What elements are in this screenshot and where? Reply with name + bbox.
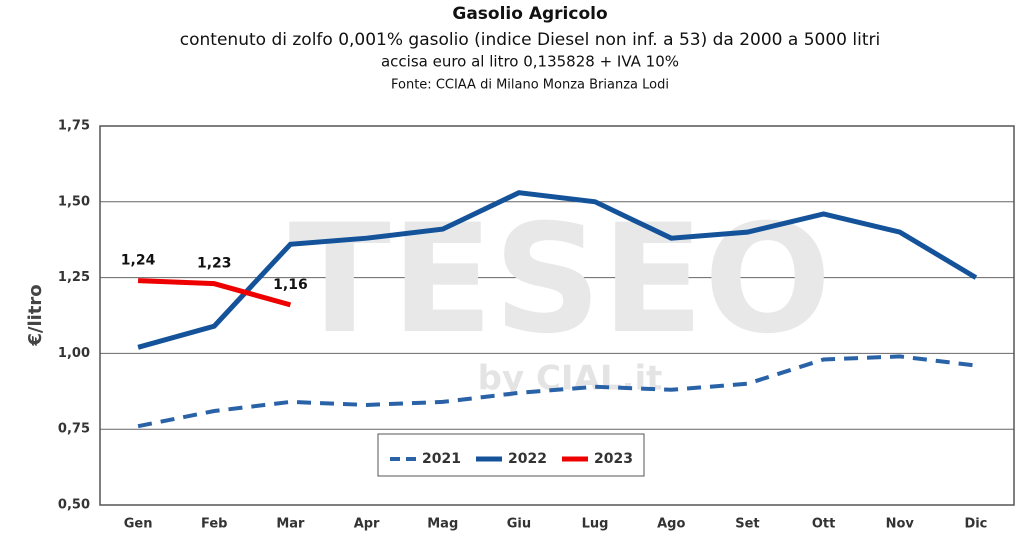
x-tick-label: Ott (812, 517, 835, 532)
y-tick-label: 0,75 (58, 422, 90, 437)
x-tick-label: Set (735, 517, 759, 532)
y-tick-label: 1,75 (58, 119, 90, 134)
chart-source: Fonte: CCIAA di Milano Monza Brianza Lod… (391, 78, 669, 93)
y-tick-label: 1,50 (58, 194, 90, 209)
y-tick-label: 1,25 (58, 270, 90, 285)
x-tick-label: Gen (124, 517, 153, 532)
legend-label: 2021 (422, 451, 461, 467)
legend-label: 2022 (508, 451, 547, 467)
data-label: 1,24 (121, 253, 156, 269)
x-tick-label: Lug (582, 517, 609, 532)
y-axis-label: €/litro (25, 284, 46, 346)
legend (377, 433, 645, 477)
data-label: 1,23 (197, 256, 232, 272)
x-tick-label: Dic (964, 517, 987, 532)
x-tick-label: Mar (276, 517, 305, 532)
series-line (137, 190, 978, 350)
chart-title: Gasolio Agricolo (452, 4, 607, 24)
chart-subtitle: accisa euro al litro 0,135828 + IVA 10% (381, 53, 679, 71)
chart-subtitle: contenuto di zolfo 0,001% gasolio (indic… (180, 30, 880, 50)
y-tick-label: 1,00 (58, 346, 90, 361)
series-line (137, 278, 292, 308)
x-tick-label: Giu (507, 517, 531, 532)
data-label: 1,16 (273, 277, 308, 293)
legend-label: 2023 (594, 451, 633, 467)
x-tick-label: Ago (657, 517, 685, 532)
x-tick-label: Nov (886, 517, 915, 532)
watermark: TESEO (289, 193, 832, 367)
x-tick-label: Feb (201, 517, 227, 532)
watermark: by CIAL.it (478, 359, 663, 399)
plot-border (99, 125, 1015, 506)
x-tick-label: Mag (427, 517, 458, 532)
x-tick-label: Apr (354, 517, 380, 532)
y-tick-label: 0,50 (58, 498, 90, 513)
series-line (137, 354, 977, 429)
